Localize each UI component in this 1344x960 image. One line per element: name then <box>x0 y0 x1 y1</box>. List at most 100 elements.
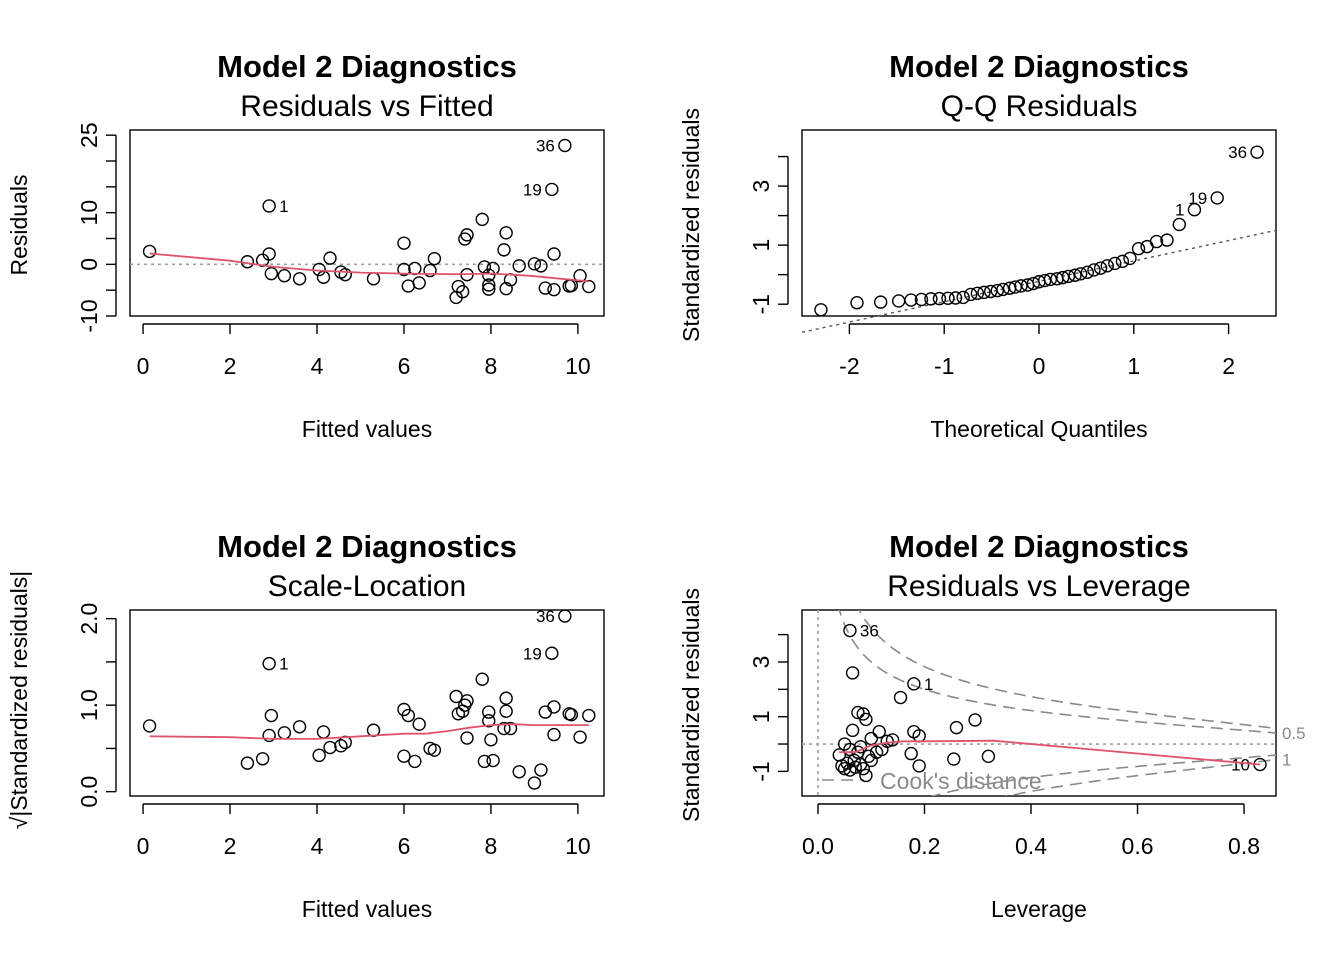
qq-x-tick-label: 2 <box>1222 353 1235 379</box>
rvf-x-axis: 0 2 4 6 8 10 <box>137 324 591 379</box>
rvf-point <box>487 262 499 274</box>
sl-x-tick-label: 10 <box>565 833 591 859</box>
sl-point <box>476 673 488 685</box>
sl-point-label: 36 <box>536 607 555 626</box>
qq-x-tick-label: -2 <box>839 353 859 379</box>
rvf-subtitle: Residuals vs Fitted <box>240 90 493 123</box>
sl-y-tick-label: 0.0 <box>76 776 102 808</box>
sl-point <box>500 705 512 717</box>
qq-point-label: 36 <box>1228 143 1247 162</box>
rvl-point-label: 1 <box>924 675 933 694</box>
rvf-plot-frame <box>130 130 604 316</box>
qq-point <box>1251 146 1263 158</box>
sl-point <box>452 708 464 720</box>
qq-y-axis: -113 <box>748 157 788 315</box>
rvl-overlay: 0.51 <box>802 359 1306 960</box>
rvf-point <box>583 281 595 293</box>
rvf-point <box>409 262 421 274</box>
qq-point <box>893 295 905 307</box>
rvl-x-tick-label: 0.0 <box>802 833 834 859</box>
rvf-x-tick-label: 8 <box>485 353 498 379</box>
rvl-point <box>908 678 920 690</box>
rvl-x-axis: 0.0 0.2 0.4 0.6 0.8 <box>802 804 1260 859</box>
rvl-y-tick-label: 3 <box>748 656 774 669</box>
qq-point <box>815 304 827 316</box>
sl-point <box>485 734 497 746</box>
sl-x-tick-label: 4 <box>311 833 324 859</box>
sl-y-tick-label: 2.0 <box>76 603 102 635</box>
qq-y-tick-label: 1 <box>748 239 774 252</box>
rvl-point <box>950 722 962 734</box>
rvl-point <box>969 714 981 726</box>
sl-title: Model 2 Diagnostics <box>217 529 517 564</box>
rvl-x-tick-label: 0.6 <box>1122 833 1154 859</box>
sl-point <box>428 744 440 756</box>
rvf-point <box>476 213 488 225</box>
rvf-point <box>413 277 425 289</box>
qq-title: Model 2 Diagnostics <box>889 49 1189 84</box>
sl-point-label: 1 <box>279 655 288 674</box>
qq-y-tick-label: 3 <box>748 180 774 193</box>
rvl-ylabel: Standardized residuals <box>678 588 704 822</box>
rvf-point <box>498 244 510 256</box>
rvl-x-tick-label: 0.8 <box>1228 833 1260 859</box>
qq-point <box>1211 192 1223 204</box>
rvf-point <box>263 200 275 212</box>
rvl-point <box>948 753 960 765</box>
sl-point <box>535 764 547 776</box>
rvf-point <box>144 245 156 257</box>
qq-point-label: 19 <box>1188 189 1207 208</box>
rvf-point-label: 19 <box>523 180 542 199</box>
cooks-level-label: 1 <box>1282 751 1291 770</box>
rvf-point <box>402 280 414 292</box>
rvl-point <box>905 748 917 760</box>
sl-point <box>548 729 560 741</box>
sl-point <box>278 727 290 739</box>
rvl-subtitle: Residuals vs Leverage <box>887 570 1191 603</box>
rvl-y-axis: -113 <box>748 635 788 782</box>
sl-x-tick-label: 0 <box>137 833 150 859</box>
rvf-point <box>513 260 525 272</box>
qq-x-axis: -2 -1 0 1 2 <box>839 324 1235 379</box>
sl-point <box>257 753 269 765</box>
rvl-point <box>895 692 907 704</box>
rvf-y-tick-label: 0 <box>76 258 102 271</box>
sl-y-axis: 0.01.02.0 <box>76 603 116 808</box>
sl-point <box>583 710 595 722</box>
qq-point <box>851 297 863 309</box>
rvf-point <box>539 282 551 294</box>
rvf-ylabel: Residuals <box>6 175 32 276</box>
sl-point <box>294 721 306 733</box>
sl-point <box>574 731 586 743</box>
sl-point <box>539 706 551 718</box>
rvf-x-tick-label: 6 <box>398 353 411 379</box>
sl-point <box>528 777 540 789</box>
rvf-y-tick-label: 25 <box>76 122 102 148</box>
rvf-point <box>398 237 410 249</box>
sl-ylabel: √|Standardized residuals| <box>6 571 32 830</box>
rvf-points: 1 19 36 <box>144 137 595 304</box>
panel-residuals-vs-leverage: Model 2 Diagnostics Residuals vs Leverag… <box>678 359 1306 960</box>
rvl-point <box>847 667 859 679</box>
sl-point <box>513 766 525 778</box>
rvl-point-label: 10 <box>1231 756 1250 775</box>
sl-point-label: 19 <box>523 644 542 663</box>
rvf-point <box>452 281 464 293</box>
rvl-point <box>865 733 877 745</box>
sl-point <box>144 720 156 732</box>
sl-point <box>409 755 421 767</box>
panel-residuals-vs-fitted: Model 2 Diagnostics Residuals vs Fitted … <box>6 49 604 442</box>
sl-point <box>398 750 410 762</box>
rvf-point <box>559 140 571 152</box>
qq-points: 119 36 <box>815 143 1263 316</box>
rvf-point <box>265 268 277 280</box>
qq-xlabel: Theoretical Quantiles <box>930 416 1147 442</box>
qq-x-tick-label: 1 <box>1127 353 1140 379</box>
sl-point <box>263 658 275 670</box>
rvl-points: 1 36 10 <box>833 622 1266 782</box>
rvl-point <box>860 769 872 781</box>
rvl-point-label: 36 <box>860 622 879 641</box>
rvf-point <box>294 273 306 285</box>
rvf-point <box>535 260 547 272</box>
